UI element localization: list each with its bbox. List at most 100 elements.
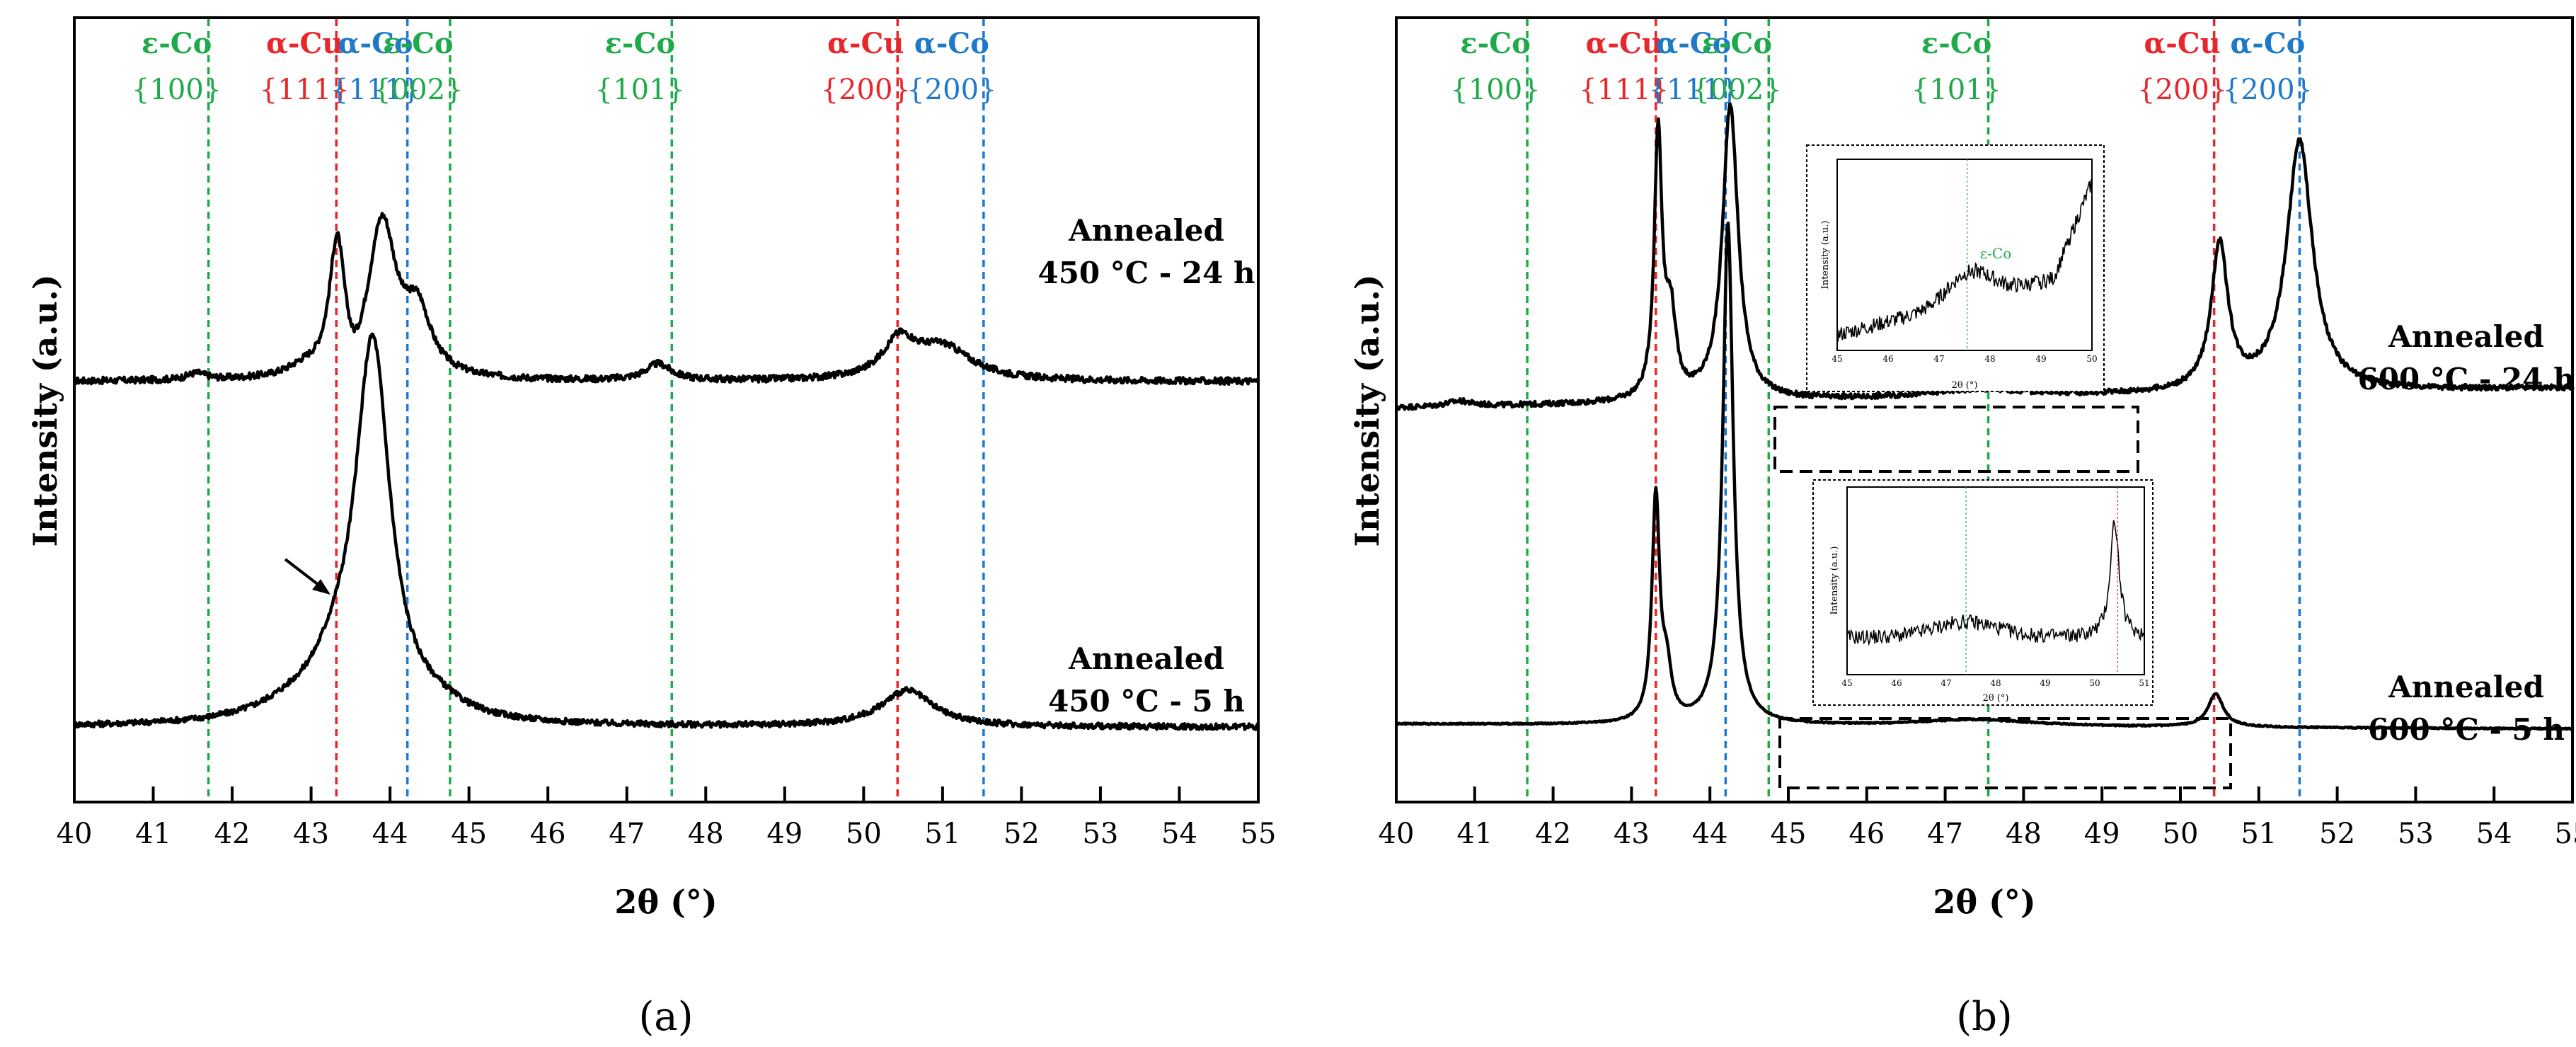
ref-plane-label-3: {002} <box>1692 74 1782 106</box>
panel-b-series2-label-line1: Annealed <box>2388 670 2544 704</box>
tick-label-7: 47 <box>609 818 645 850</box>
ref-plane-label-6: {200} <box>907 74 996 106</box>
tick-label-11: 51 <box>2241 818 2277 850</box>
inset-bottom-ylabel: Intensity (a.u.) <box>1829 547 1840 615</box>
inset-top-content: 45 46 47 48 49 50 <box>1832 159 2098 364</box>
inset-bottom-plot-frame <box>1846 486 2145 675</box>
ref-plane-label-5: {200} <box>2137 74 2227 106</box>
inset-curve <box>1846 520 2145 646</box>
ref-plane-label-2: {111} <box>1649 74 1739 106</box>
inset-tick-5: 50 <box>2089 678 2100 688</box>
inset-tick-0: 45 <box>1832 354 1842 364</box>
panel-b-series1-label-line2: 600 °C - 24 h <box>2357 362 2575 396</box>
panel-a-reference-labels: ε-Co {100} α-Cu {111} α-Co {111} ε-Co {002} ε-Co… <box>132 27 997 106</box>
ref-plane-label-6: {200} <box>2223 74 2313 106</box>
panel-b-ylabel: Intensity (a.u.) <box>1348 274 1386 547</box>
panel-b-xlabel: 2θ (°) <box>1933 883 2035 921</box>
panel-a-ylabel: Intensity (a.u.) <box>26 274 64 547</box>
panel-b-reference-labels: ε-Co {100} α-Cu {111} α-Co {111} ε-Co {002} ε-Co… <box>1450 27 2313 106</box>
inset-bottom-outer-frame <box>1812 479 2154 706</box>
tick-label-3: 43 <box>293 818 329 850</box>
panel-a-curves <box>72 212 1260 731</box>
panel-b-zoom-box-bottom <box>1778 717 2232 789</box>
tick-label-11: 51 <box>924 818 960 850</box>
panel-b-ticks: 40 41 42 43 44 45 46 47 48 49 50 51 52 53 54 55 <box>1379 786 2576 850</box>
tick-label-0: 40 <box>57 818 93 850</box>
panel-a-label: (a) <box>638 994 693 1040</box>
ref-phase-label-4: ε-Co <box>1921 27 1991 60</box>
tick-label-9: 49 <box>2084 818 2120 850</box>
tick-label-10: 50 <box>2163 818 2199 850</box>
inset-top-xlabel: 2θ (°) <box>1952 380 1978 391</box>
tick-label-4: 44 <box>1692 818 1728 850</box>
ref-phase-label-1: α-Cu <box>1586 27 1662 60</box>
tick-label-12: 52 <box>1004 818 1040 850</box>
inset-top-ylabel: Intensity (a.u.) <box>1820 221 1831 290</box>
panel-a-frame <box>73 16 1260 803</box>
panel-a-arrow <box>284 558 330 595</box>
ref-phase-label-3: ε-Co <box>383 27 453 60</box>
tick-label-12: 52 <box>2319 818 2355 850</box>
ref-phase-label-2: α-Co <box>1656 27 1731 60</box>
tick-label-2: 42 <box>214 818 251 850</box>
tick-label-2: 42 <box>1535 818 1571 850</box>
tick-label-15: 55 <box>2555 818 2576 850</box>
panel-b-inset-bottom: 45 46 47 48 49 50 51 Intensity (a.u.) 2θ (°) <box>1812 479 2154 706</box>
panel-b: 40 41 42 43 44 45 46 47 48 49 50 51 52 53 54 55 ε-Co {10… <box>1348 16 2576 1040</box>
ref-plane-label-2: {111} <box>330 74 420 106</box>
ref-phase-label-1: α-Cu <box>266 27 343 60</box>
panel-b-label: (b) <box>1956 994 2013 1040</box>
panel-b-series1-label-line1: Annealed <box>2388 319 2544 354</box>
inset-tick-3: 48 <box>1990 678 2001 688</box>
tick-label-9: 49 <box>766 818 803 850</box>
tick-label-6: 46 <box>1848 818 1885 850</box>
ref-plane-label-5: {200} <box>821 74 911 106</box>
inset-tick-3: 48 <box>1984 354 1995 364</box>
tick-label-1: 41 <box>1456 818 1493 850</box>
xrd-curve-1 <box>72 332 1260 731</box>
tick-label-3: 43 <box>1614 818 1650 850</box>
ref-plane-label-0: {100} <box>132 74 222 106</box>
inset-tick-2: 47 <box>1933 354 1944 364</box>
inset-top-plot-frame <box>1836 159 2093 351</box>
ref-phase-label-6: α-Co <box>914 27 989 60</box>
panel-a-ticks: 40 41 42 43 44 45 46 47 48 49 50 51 52 53 54 55 <box>57 786 1277 850</box>
tick-label-1: 41 <box>135 818 171 850</box>
tick-label-13: 53 <box>2398 818 2434 850</box>
ref-phase-label-4: ε-Co <box>605 27 675 60</box>
ref-plane-label-3: {002} <box>373 74 463 106</box>
inset-tick-5: 50 <box>2086 354 2097 364</box>
inset-tick-6: 51 <box>2139 678 2149 688</box>
ref-phase-label-0: ε-Co <box>142 27 212 60</box>
ref-phase-label-5: α-Cu <box>827 27 904 60</box>
tick-label-14: 54 <box>2476 818 2512 850</box>
panel-a-series1-label-line1: Annealed <box>1068 213 1224 248</box>
tick-label-7: 47 <box>1927 818 1963 850</box>
inset-tick-1: 46 <box>1891 678 1902 688</box>
ref-phase-label-6: α-Co <box>2230 27 2305 60</box>
panel-b-zoom-box-top <box>1773 406 2139 473</box>
panel-b-inset-top: 45 46 47 48 49 50 Intensity (a.u.) 2θ (°) ε-C… <box>1806 144 2105 392</box>
panel-b-frame <box>1395 16 2574 803</box>
tick-label-13: 53 <box>1082 818 1118 850</box>
tick-label-10: 50 <box>846 818 882 850</box>
inset-tick-0: 45 <box>1841 678 1852 688</box>
ref-plane-label-1: {111} <box>260 74 350 106</box>
panel-a-series2-label-line2: 450 °C - 5 h <box>1048 684 1245 719</box>
inset-tick-4: 49 <box>2040 678 2050 688</box>
inset-tick-2: 47 <box>1940 678 1951 688</box>
ref-plane-label-4: {101} <box>1911 74 2001 106</box>
xrd-curve-0 <box>73 212 1260 386</box>
ref-phase-label-5: α-Cu <box>2144 27 2220 60</box>
inset-bottom-xlabel: 2θ (°) <box>1983 693 2009 704</box>
panel-a-reference-lines <box>207 19 985 801</box>
tick-label-15: 55 <box>1241 818 1277 850</box>
panel-b-series2-label-line2: 600 °C - 5 h <box>2368 712 2565 747</box>
ref-plane-label-4: {101} <box>595 74 685 106</box>
inset-bottom-content: 45 46 47 48 49 50 51 <box>1841 487 2150 688</box>
tick-label-4: 44 <box>372 818 408 850</box>
inset-curve <box>1836 178 2093 342</box>
ref-phase-label-2: α-Co <box>338 27 413 60</box>
panel-b-reference-lines <box>1526 19 2301 801</box>
